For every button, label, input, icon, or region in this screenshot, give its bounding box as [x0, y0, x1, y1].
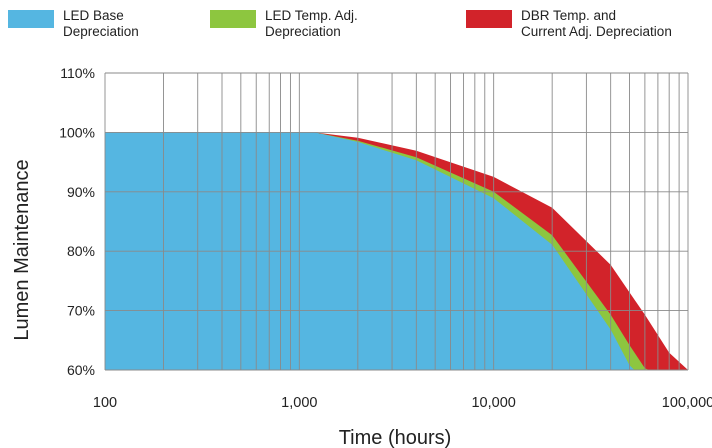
x-axis-title: Time (hours) [339, 427, 452, 448]
legend-swatch-led-base [8, 10, 54, 28]
x-tick-label: 100,000 [662, 395, 712, 411]
legend-swatch-led-temp [210, 10, 256, 28]
y-tick-label: 110% [60, 65, 95, 81]
legend-label-led-base: LED Base Depreciation [63, 8, 139, 39]
x-tick-label: 100 [93, 395, 117, 411]
grid-layer [104, 72, 689, 371]
y-tick-label: 60% [67, 362, 95, 378]
y-tick-label: 100% [59, 124, 95, 140]
x-tick-label: 1,000 [281, 395, 317, 411]
x-tick-label: 10,000 [471, 395, 515, 411]
y-axis-title: Lumen Maintenance [11, 159, 33, 340]
legend-item-dbr: DBR Temp. and Current Adj. Depreciation [466, 8, 672, 40]
legend-item-led-temp: LED Temp. Adj. Depreciation [210, 8, 358, 40]
y-tick-label: 80% [67, 243, 95, 259]
legend-label-led-temp: LED Temp. Adj. Depreciation [265, 8, 358, 39]
legend-item-led-base: LED Base Depreciation [8, 8, 139, 40]
y-tick-label: 70% [67, 303, 95, 319]
legend-swatch-dbr [466, 10, 512, 28]
tick-layer: 60% 70% 80% 90% 100% 110% 100 1,000 10,000 100,00… [59, 65, 712, 411]
y-tick-label: 90% [67, 184, 95, 200]
legend-label-dbr: DBR Temp. and Current Adj. Depreciation [521, 8, 672, 39]
